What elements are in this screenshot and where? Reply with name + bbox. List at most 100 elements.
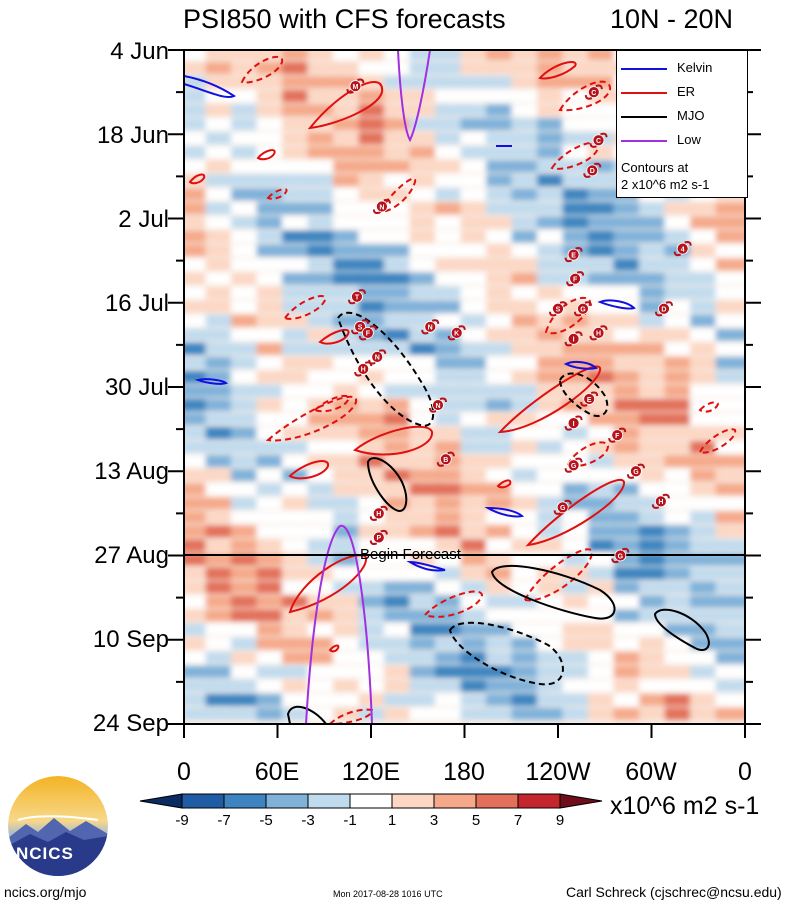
heat-cell <box>205 50 240 60</box>
storm-marker: G <box>553 499 572 515</box>
kelvin-contour <box>484 506 525 518</box>
heat-cell <box>715 651 745 664</box>
storm-marker: N <box>421 319 440 335</box>
colorbar-label: -3 <box>301 812 315 829</box>
kelvin-contour <box>194 378 229 385</box>
er-contour <box>288 460 329 480</box>
storm-letter: S <box>358 325 363 332</box>
legend-item-er: ER <box>617 83 747 103</box>
legend-item-kelvin: Kelvin <box>617 59 747 79</box>
mjo-contour <box>558 372 609 417</box>
storm-marker: H <box>651 493 670 509</box>
colorbar-label: -9 <box>175 812 189 829</box>
heat-cell <box>715 216 745 229</box>
heat-cell <box>358 50 393 60</box>
low-contour <box>305 524 373 724</box>
er-contour <box>550 141 599 170</box>
storm-letter: C <box>596 138 601 145</box>
storm-marker: F <box>566 271 585 287</box>
storm-marker: H <box>369 505 388 521</box>
storm-letter: D <box>661 307 666 314</box>
er-contour <box>566 441 610 468</box>
x-tick-label: 120E <box>341 758 401 786</box>
mjo-contour <box>286 705 328 724</box>
mjo-contour <box>336 311 435 427</box>
mjo-contour <box>448 621 564 686</box>
colorbar-swatch <box>559 793 603 809</box>
region-label: 10N - 20N <box>610 4 734 34</box>
er-contour <box>318 328 350 345</box>
y-tick-label: 27 Aug <box>94 542 169 569</box>
heat-cell <box>715 441 745 454</box>
legend-label: Kelvin <box>677 60 713 75</box>
colorbar-label: -5 <box>259 812 273 829</box>
storm-letter: D <box>590 168 595 175</box>
colorbar-label: 7 <box>513 812 523 829</box>
heat-cell <box>715 707 745 720</box>
er-contour <box>558 80 611 112</box>
heat-cell <box>715 230 745 243</box>
storm-marker: N <box>372 198 391 215</box>
heat-cell <box>307 50 342 60</box>
legend-swatch <box>621 68 667 70</box>
footer-url[interactable]: ncics.org/mjo <box>4 884 87 900</box>
storm-marker: T <box>347 289 366 305</box>
storm-marker: K <box>447 325 466 341</box>
kelvin-contour <box>406 560 446 572</box>
colorbar-label: 3 <box>429 812 439 829</box>
storm-letter: G <box>633 469 639 476</box>
storm-marker: F <box>358 325 377 341</box>
heat-cell <box>715 356 745 369</box>
heat-cell <box>715 665 745 678</box>
heat-cell <box>715 202 745 215</box>
er-contour <box>497 365 601 434</box>
storm-letter: I <box>573 421 575 428</box>
x-tick-label: 120W <box>525 758 591 786</box>
y-tick-label: 30 Jul <box>104 374 169 401</box>
storm-letter: N <box>379 204 384 211</box>
heat-cell <box>231 50 265 60</box>
x-tick-label: 0 <box>738 758 752 786</box>
heat-cell <box>715 455 745 468</box>
heat-cell <box>715 328 745 341</box>
kelvin-contour <box>563 360 598 370</box>
heat-cell <box>715 399 745 411</box>
storm-marker: C <box>589 132 608 148</box>
er-contour <box>538 61 577 80</box>
storm-letter: G <box>618 553 624 560</box>
storm-marker: F <box>608 427 627 443</box>
storm-marker: I <box>564 331 583 347</box>
storm-letter: 4 <box>681 246 685 253</box>
storm-marker: S <box>351 319 370 335</box>
er-contour <box>313 394 350 413</box>
colorbar-swatch <box>433 793 477 809</box>
heat-cell <box>715 258 745 271</box>
logo-graphic <box>8 776 108 876</box>
storm-letter: E <box>587 397 592 404</box>
storm-marker: G <box>611 547 630 564</box>
colorbar-swatch <box>223 793 267 809</box>
ncics-logo <box>8 776 108 876</box>
colorbar-swatch <box>391 793 435 809</box>
er-contour <box>266 188 288 200</box>
heat-cell <box>715 314 745 327</box>
colorbar-label: 1 <box>387 812 397 829</box>
heat-cell <box>435 50 469 60</box>
legend-note-line: 2 x10^6 m2 s-1 <box>621 177 710 192</box>
storm-letter: H <box>361 367 366 374</box>
heat-cell <box>715 342 745 355</box>
heat-cell <box>715 637 745 650</box>
storm-letter: P <box>376 535 381 542</box>
legend-note-line: Contours at <box>621 160 689 175</box>
heat-cell <box>715 286 745 299</box>
storm-letter: E <box>571 252 576 259</box>
storm-marker: H <box>589 325 608 341</box>
storm-letter: F <box>615 433 620 440</box>
heat-cell <box>715 272 745 285</box>
x-tick-label: 60E <box>254 758 300 786</box>
storm-letter: G <box>571 463 577 470</box>
colorbar-swatch <box>139 793 183 809</box>
storm-letter: T <box>355 295 360 302</box>
storm-letter: F <box>366 331 371 338</box>
